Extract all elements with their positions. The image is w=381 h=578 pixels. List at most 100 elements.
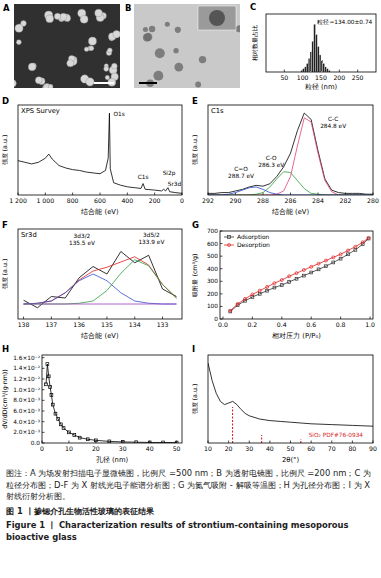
y-tick-label: 1.4×10⁻² — [13, 365, 40, 371]
plot-frame — [42, 355, 182, 443]
marker — [310, 265, 313, 268]
marker — [280, 284, 283, 287]
x-tick-label: 290 — [230, 197, 242, 204]
x-tick-label: 80 — [348, 445, 356, 452]
marker — [229, 309, 232, 312]
histogram-bar — [317, 46, 319, 72]
y-axis-label: 强度 (a.u.) — [1, 135, 8, 166]
reference-bar — [232, 407, 233, 443]
marker — [50, 394, 53, 397]
x-tick-label: 150 — [315, 74, 327, 81]
marker — [73, 434, 76, 437]
y-tick-label: 6.0×10⁻³ — [13, 408, 41, 414]
panel-label: D — [2, 96, 9, 106]
marker — [302, 268, 305, 271]
histogram-bar — [323, 63, 325, 72]
x-tick-label: 0 — [180, 197, 184, 204]
marker — [295, 277, 298, 280]
y-tick-label: 1.2×10⁻² — [13, 376, 40, 382]
marker — [258, 289, 261, 292]
chart: 102030405060708090SiO₂ PDF#76-09342θ(°)强… — [191, 355, 377, 464]
x-tick-label: 60 — [307, 445, 315, 452]
marker — [339, 253, 342, 256]
x-tick-label: 280 — [367, 197, 379, 204]
histogram-bar — [308, 58, 310, 72]
x-tick-label: 30 — [119, 445, 127, 452]
x-tick-label: 50 — [280, 74, 288, 81]
plot-area — [18, 113, 182, 193]
x-axis-label: 2θ(°) — [282, 456, 300, 464]
chart: 010203040500.02.0×10⁻³4.0×10⁻³6.0×10⁻³8.… — [1, 355, 182, 464]
caption: 图注：A 为场发射扫描电子显微镜图，比例尺 =500 nm；B 为透射电镜图，比… — [6, 468, 375, 543]
x-tick-label: 20 — [225, 445, 233, 452]
x-axis-label: 粒径 (nm) — [305, 83, 338, 91]
legend-marker — [228, 244, 231, 247]
chart-title: Sr3d — [21, 231, 37, 239]
x-tick-label: 0.6 — [306, 321, 316, 328]
x-tick-label: 134 — [129, 321, 141, 328]
plot-area — [229, 236, 370, 312]
x-tick-label: 10 — [204, 445, 212, 452]
marker — [47, 375, 50, 378]
x-tick-label: 137 — [45, 321, 57, 328]
y-axis-label: 强度 (a.u.) — [1, 259, 8, 290]
x-tick-label: 40 — [266, 445, 274, 452]
x-axis-label: 结合能 (eV) — [272, 208, 310, 216]
y-tick-label: 400 — [207, 266, 218, 272]
legend-line — [224, 245, 234, 246]
x-axis-label: 相对压力 (P/P₀) — [272, 332, 321, 340]
annotation: C-O — [266, 155, 277, 161]
series-line — [24, 274, 177, 304]
x-axis-label: 孔径 (nm) — [96, 456, 129, 464]
marker — [59, 423, 62, 426]
x-tick-label: 800 — [67, 197, 79, 204]
x-tick-label: 200 — [149, 197, 161, 204]
chart: 138137136135134133Sr3d3d3/2135.5 eV3d5/2… — [1, 229, 182, 340]
annotation: C=O — [234, 166, 248, 172]
marker — [339, 257, 342, 260]
chart-title: XPS Survey — [21, 107, 60, 115]
series-line — [208, 172, 373, 195]
marker — [317, 268, 320, 271]
x-tick-label: 250 — [352, 74, 364, 81]
x-tick-label: 135 — [101, 321, 113, 328]
plot-frame — [220, 231, 373, 319]
histogram-bar — [316, 34, 318, 72]
sem-image — [9, 4, 121, 94]
x-tick-label: 40 — [146, 445, 154, 452]
reference-bar — [261, 435, 262, 443]
y-axis-label: 吸附量 (cm³/g) — [191, 253, 199, 296]
annotation: 粒径=134.00±0.74 — [317, 19, 372, 25]
histogram-bar — [327, 69, 329, 72]
x-tick-label: 286 — [285, 197, 297, 204]
chart: 0.00.20.40.60.81.00100200300400500600700… — [191, 228, 375, 340]
marker — [54, 412, 57, 415]
x-tick-label: 1 000 — [36, 197, 54, 204]
x-tick-label: 20 — [92, 445, 100, 452]
annotation: 133.9 eV — [138, 239, 164, 245]
marker — [68, 431, 71, 434]
marker — [258, 292, 261, 295]
x-tick-label: 0.4 — [277, 321, 287, 328]
plot-area — [208, 363, 373, 443]
legend-label: Adsorption — [237, 233, 270, 241]
y-tick-label: 500 — [207, 253, 218, 259]
plot-frame — [18, 105, 182, 195]
marker — [332, 256, 335, 259]
x-tick-label: 288 — [257, 197, 269, 204]
marker — [51, 403, 54, 406]
histogram-bar — [312, 41, 314, 72]
caption-title-cn: 图 1 丨掺锶介孔生物活性玻璃的表征结果 — [6, 506, 375, 518]
annotation: 3d5/2 — [143, 232, 160, 238]
series-line — [208, 113, 373, 194]
plot-area — [301, 24, 330, 72]
marker — [108, 440, 111, 443]
series-line — [208, 118, 373, 195]
y-tick-label: 200 — [207, 291, 218, 297]
series-line — [24, 304, 177, 305]
marker — [62, 427, 65, 430]
marker — [49, 386, 52, 389]
chart: 50100150200250粒径=134.00±0.74粒径 (nm)相对数量占… — [251, 14, 376, 91]
annotation: O1s — [113, 111, 124, 117]
plot-frame — [208, 105, 373, 195]
